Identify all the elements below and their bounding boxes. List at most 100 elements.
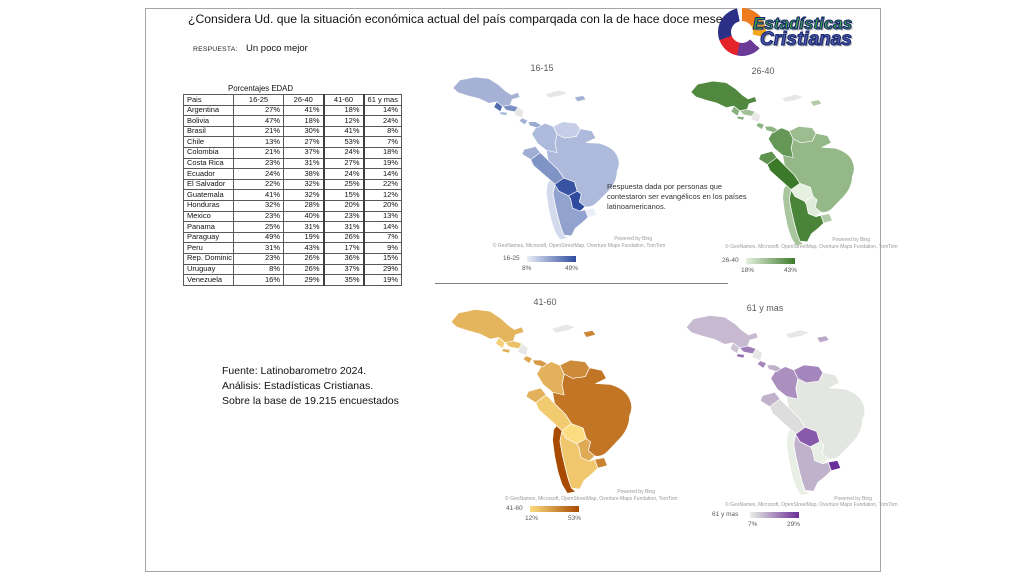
value-cell: 14% [363, 168, 402, 180]
estadisticas-cristianas-logo: Estadísticas Cristianas [716, 5, 881, 59]
table-row: El Salvador 22% 32% 25% 22% [183, 178, 402, 191]
country-costa_rica [756, 360, 767, 369]
country-el_salvador [499, 111, 508, 116]
legend-gradient-bar [530, 505, 579, 512]
value-cell: 12% [363, 189, 402, 201]
country-panama [532, 359, 548, 368]
value-cell: 15% [363, 252, 402, 265]
map-panel-26-40: 26-40 Powered by Bing © GeoNames, Micros… [680, 58, 898, 293]
country-colombia [531, 123, 558, 153]
country-venezuela [793, 364, 824, 384]
country-rep_dominicana [809, 99, 823, 107]
header-pais: Pais [183, 94, 234, 106]
value-cell: 23% [233, 210, 284, 223]
country-el_salvador [736, 115, 745, 121]
value-cell: 35% [322, 274, 365, 286]
legend-min-value: 7% [748, 521, 758, 528]
country-chile [786, 428, 810, 496]
country-paraguay [576, 438, 596, 462]
value-cell: 23% [233, 157, 284, 170]
table-row: Panama 25% 31% 31% 14% [183, 221, 402, 233]
table-row: Guatemala 41% 32% 15% 12% [183, 189, 402, 201]
respuesta-label: RESPUESTA: [193, 46, 238, 53]
value-cell: 37% [283, 146, 324, 159]
value-cell: 41% [233, 189, 284, 201]
country-name-cell: Brasil [183, 125, 234, 138]
value-cell: 36% [322, 252, 365, 265]
value-cell: 25% [233, 221, 284, 233]
country-name-cell: Uruguay [183, 263, 234, 276]
country-name-cell: Honduras [183, 199, 234, 212]
table-row: Chile 13% 27% 53% 7% [183, 136, 402, 148]
value-cell: 19% [283, 231, 324, 244]
country-cuba [784, 329, 810, 339]
value-cell: 27% [283, 136, 324, 148]
value-cell: 26% [283, 263, 324, 276]
value-cell: 23% [322, 210, 365, 223]
country-chile [545, 179, 568, 240]
country-chile [552, 425, 577, 494]
legend-label: 41-60 [506, 505, 523, 512]
table-body: Argentina 27% 41% 18% 14% Bolivia 47% 18% 12% 24%… [183, 104, 402, 286]
map-attribution-text: © GeoNames, Microsoft, OpenStreetMap, Ov… [505, 496, 678, 502]
value-cell: 13% [363, 210, 402, 223]
table-row: Paraguay 49% 19% 26% 7% [183, 231, 402, 244]
legend-max-value: 49% [565, 265, 579, 272]
country-name-cell: El Salvador [183, 178, 234, 191]
country-name-cell: Argentina [183, 104, 234, 117]
country-costa_rica [522, 355, 533, 364]
country-name-cell: Costa Rica [183, 157, 234, 170]
table-row: Brasil 21% 30% 41% 8% [183, 125, 402, 138]
value-cell: 7% [363, 136, 402, 148]
value-cell: 41% [322, 125, 365, 138]
table-row: Venezuela 16% 29% 35% 19% [183, 274, 402, 286]
value-cell: 14% [363, 221, 402, 233]
value-cell: 7% [363, 231, 402, 244]
map-title: 41-60 [533, 297, 557, 307]
value-cell: 26% [322, 231, 365, 244]
value-cell: 32% [233, 199, 284, 212]
divider-line [435, 283, 728, 284]
value-cell: 31% [233, 242, 284, 254]
value-cell: 18% [363, 146, 402, 159]
value-cell: 19% [363, 274, 402, 286]
country-mexico [450, 309, 525, 343]
table-row: Ecuador 24% 38% 24% 14% [183, 168, 402, 180]
annotation-text: Respuesta dada por personas que contesta… [607, 182, 747, 211]
table-row: Uruguay 8% 26% 37% 29% [183, 263, 402, 276]
table-row: Peru 31% 43% 17% 9% [183, 242, 402, 254]
legend-max-value: 43% [784, 267, 798, 274]
value-cell: 20% [322, 199, 365, 212]
country-paraguay [568, 190, 586, 212]
country-cuba [781, 94, 804, 103]
value-cell: 24% [233, 168, 284, 180]
source-text: Fuente: Latinobarometro 2024. Análisis: … [222, 364, 399, 409]
country-mexico [690, 80, 758, 112]
value-cell: 23% [233, 252, 284, 265]
legend-label: 26-40 [722, 257, 739, 264]
value-cell: 13% [233, 136, 284, 148]
table-row: Rep. Dominic 23% 26% 36% 15% [183, 252, 402, 265]
country-name-cell: Guatemala [183, 189, 234, 201]
source-line-3: Sobre la base de 19.215 encuestados [222, 395, 399, 407]
country-cuba [544, 89, 568, 99]
source-line-2: Análisis: Estadísticas Cristianas. [222, 380, 374, 392]
value-cell: 18% [322, 104, 365, 117]
country-mexico [452, 76, 521, 107]
donut-chart-logo-icon [718, 8, 766, 56]
country-rep_dominicana [816, 335, 830, 344]
respuesta-line: RESPUESTA: Un poco mejor [193, 38, 308, 56]
respuesta-value: Un poco mejor [246, 43, 308, 54]
source-line-1: Fuente: Latinobarometro 2024. [222, 365, 367, 377]
powered-by-text: Powered by Bing [617, 489, 655, 495]
country-venezuela [788, 126, 817, 143]
powered-by-text: Powered by Bing [614, 236, 652, 242]
value-cell: 25% [322, 178, 365, 191]
legend-max-value: 53% [568, 515, 582, 522]
value-cell: 20% [363, 199, 402, 212]
value-cell: 9% [363, 242, 402, 254]
country-paraguay [804, 196, 822, 218]
value-cell: 8% [233, 263, 284, 276]
value-cell: 31% [283, 157, 324, 170]
country-name-cell: Panama [183, 221, 234, 233]
